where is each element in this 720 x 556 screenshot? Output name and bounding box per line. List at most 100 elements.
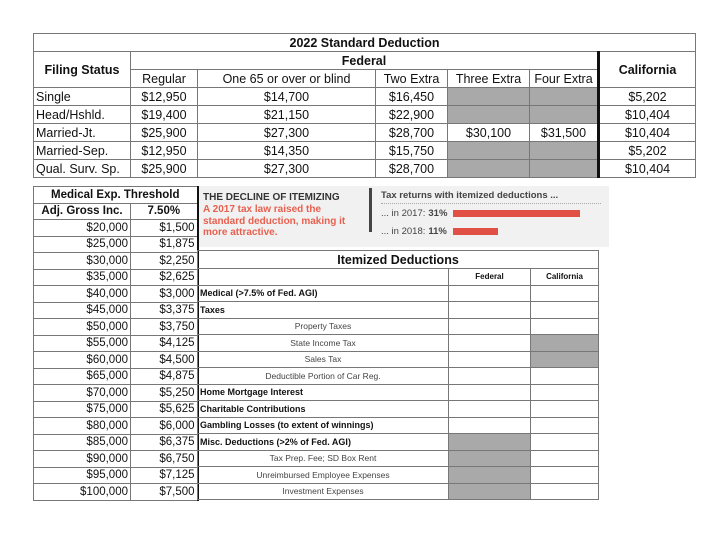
bar-2018: [452, 228, 498, 235]
deduction-cell: $14,350: [197, 141, 376, 160]
dotted-divider: [381, 203, 601, 204]
table-row: Medical (>7.5% of Fed. AGI): [197, 284, 600, 302]
table-row: $55,000 $4,125: [33, 334, 199, 352]
agi-cell: $90,000: [33, 450, 131, 468]
california-cell: [529, 383, 600, 401]
california-cell: [529, 416, 600, 434]
agi-cell: $80,000: [33, 417, 131, 435]
itemized-title: Itemized Deductions: [196, 250, 600, 269]
bar-label: ... in 2018:: [381, 226, 426, 237]
california-cell: [529, 284, 600, 302]
deduction-label: Sales Tax: [197, 350, 449, 368]
threshold-cell: $5,625: [129, 400, 199, 418]
federal-cell: [448, 482, 531, 500]
deduction-label: Unreimbursed Employee Expenses: [197, 466, 449, 484]
agi-cell: $35,000: [33, 268, 131, 286]
california-cell: $5,202: [596, 141, 697, 160]
threshold-cell: $3,000: [129, 285, 199, 303]
agi-cell: $95,000: [33, 466, 131, 484]
deduction-label: Gambling Losses (to extent of winnings): [197, 416, 449, 434]
column-header: One 65 or over or blind: [197, 69, 376, 88]
table-row: Head/Hshld. $19,400 $21,150 $22,900 $10,404: [33, 105, 697, 124]
column-header: Regular: [130, 69, 198, 88]
threshold-cell: $7,125: [129, 466, 199, 484]
standard-deduction-table: 2022 Standard Deduction Filing Status Fe…: [32, 33, 697, 178]
rate-header: 7.50%: [129, 202, 199, 220]
deduction-cell: $25,900: [130, 123, 198, 142]
threshold-cell: $3,750: [129, 318, 199, 336]
table-row: Gambling Losses (to extent of winnings): [197, 416, 600, 434]
california-cell: [529, 482, 600, 500]
deduction-cell: $19,400: [130, 105, 198, 124]
deduction-cell: $12,950: [130, 87, 198, 106]
itemized-deductions-table: Itemized Deductions Federal California Me…: [196, 250, 600, 500]
agi-header: Adj. Gross Inc.: [33, 202, 131, 220]
threshold-cell: $6,000: [129, 417, 199, 435]
threshold-cell: $2,250: [129, 252, 199, 270]
threshold-cell: $4,875: [129, 367, 199, 385]
medical-threshold-table: Medical Exp. Threshold Adj. Gross Inc. 7.…: [32, 186, 199, 501]
table-row: Home Mortgage Interest: [197, 383, 600, 401]
table-row: Investment Expenses: [197, 482, 600, 500]
filing-status-cell: Married-Sep.: [33, 141, 131, 160]
agi-cell: $55,000: [33, 334, 131, 352]
deduction-label: Taxes: [197, 301, 449, 319]
table-row: Property Taxes: [197, 317, 600, 335]
california-cell: [529, 301, 600, 319]
california-cell: $5,202: [596, 87, 697, 106]
deduction-label: Tax Prep. Fee; SD Box Rent: [197, 449, 449, 467]
filing-status-cell: Head/Hshld.: [33, 105, 131, 124]
table-row: $70,000 $5,250: [33, 384, 199, 402]
california-header: California: [596, 51, 697, 88]
bar-row-2017: ... in 2017: 31%: [381, 208, 581, 219]
deduction-cell: $16,450: [375, 87, 448, 106]
threshold-cell: $6,750: [129, 450, 199, 468]
deduction-cell: $15,750: [375, 141, 448, 160]
deduction-cell: $28,700: [375, 159, 448, 178]
table-row: $20,000 $1,500: [33, 219, 199, 237]
infographic-subtitle: A 2017 tax law raised the standard deduc…: [203, 204, 346, 238]
threshold-cell: $5,250: [129, 384, 199, 402]
california-cell: [529, 350, 600, 368]
federal-cell: [448, 284, 531, 302]
agi-cell: $45,000: [33, 301, 131, 319]
threshold-cell: $1,875: [129, 235, 199, 253]
agi-cell: $85,000: [33, 433, 131, 451]
table-row: $100,000 $7,500: [33, 483, 199, 501]
table-row: $75,000 $5,625: [33, 400, 199, 418]
bar-row-2018: ... in 2018: 11%: [381, 226, 498, 237]
california-cell: $10,404: [596, 105, 697, 124]
deduction-label: Home Mortgage Interest: [197, 383, 449, 401]
threshold-cell: $4,500: [129, 351, 199, 369]
table-row: $80,000 $6,000: [33, 417, 199, 435]
deduction-cell: [447, 159, 530, 178]
column-header: Three Extra: [447, 69, 530, 88]
decline-of-itemizing-infographic: THE DECLINE OF ITEMIZING A 2017 tax law …: [199, 186, 609, 247]
divider: [369, 188, 372, 232]
agi-cell: $50,000: [33, 318, 131, 336]
agi-cell: $70,000: [33, 384, 131, 402]
federal-cell: [448, 400, 531, 418]
federal-cell: [448, 350, 531, 368]
deduction-label: Charitable Contributions: [197, 400, 449, 418]
federal-header: Federal: [130, 51, 599, 70]
deduction-cell: $12,950: [130, 141, 198, 160]
table-row: Taxes: [197, 301, 600, 319]
filing-status-cell: Single: [33, 87, 131, 106]
agi-cell: $25,000: [33, 235, 131, 253]
deduction-cell: [529, 105, 599, 124]
table-row: $50,000 $3,750: [33, 318, 199, 336]
california-cell: $10,404: [596, 123, 697, 142]
table-row: $35,000 $2,625: [33, 268, 199, 286]
table-row: $25,000 $1,875: [33, 235, 199, 253]
column-header: Two Extra: [375, 69, 448, 88]
deduction-label: Property Taxes: [197, 317, 449, 335]
deduction-cell: $21,150: [197, 105, 376, 124]
deduction-cell: [447, 87, 530, 106]
deduction-cell: $31,500: [529, 123, 599, 142]
threshold-cell: $3,375: [129, 301, 199, 319]
deduction-cell: $14,700: [197, 87, 376, 106]
table-row: $45,000 $3,375: [33, 301, 199, 319]
federal-cell: [448, 433, 531, 451]
federal-cell: [448, 367, 531, 385]
